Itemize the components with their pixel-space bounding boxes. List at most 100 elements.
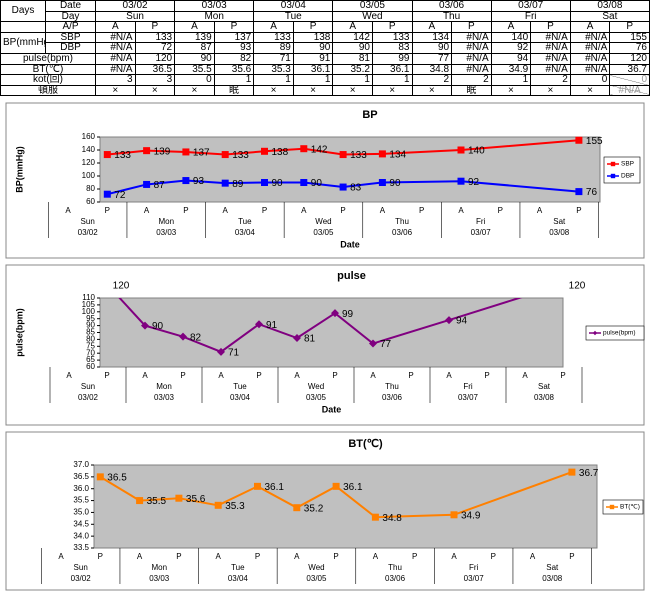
marker [221, 179, 229, 187]
table-cell: 77 [411, 52, 453, 65]
data-label: 140 [468, 146, 485, 157]
marker [255, 320, 263, 329]
data-label: 137 [193, 148, 210, 159]
day-label: Tue [233, 382, 247, 391]
table-cell: 93 [213, 42, 255, 54]
table-row: BT(℃) #N/A 36.5 35.5 35.6 35.3 36.1 35.2 36.1 34.… [0, 63, 650, 76]
data-label: 35.6 [186, 494, 206, 505]
y-tick-label: 120 [82, 158, 96, 167]
table-row: DBP #N/A 72 87 93 89 90 90 83 90 #N/A 92 #N/A #N/A 76 [1, 42, 650, 54]
date-label: 03/04 [230, 393, 251, 402]
x-tick-label: P [98, 552, 103, 561]
y-tick-label: 36.5 [73, 472, 89, 481]
data-table: Days Date 03/02 03/03 03/04 03/05 03/06 03/07 03… [0, 0, 650, 97]
y-tick-label: 140 [82, 145, 96, 154]
table-cell: 90 [332, 42, 373, 54]
marker [293, 334, 301, 343]
table-cell: 94 [490, 52, 532, 65]
table-cell: 1 [371, 74, 413, 86]
data-label: 133 [114, 150, 131, 161]
table-cell: 83 [371, 42, 413, 54]
table-cell: × [253, 84, 294, 97]
table-cell: × [292, 84, 334, 97]
table-cell: 03/08 [569, 0, 650, 12]
marker [378, 179, 386, 186]
table-cell: #N/A [451, 52, 492, 65]
x-tick-label: P [104, 371, 109, 380]
legend-box [602, 499, 644, 515]
marker [182, 177, 190, 185]
x-tick-label: A [294, 371, 300, 380]
table-cell: Days [0, 0, 46, 23]
marker [261, 147, 268, 155]
table-cell: A/P [45, 21, 96, 33]
date-label: 03/03 [149, 574, 170, 583]
table-cell: P [530, 21, 571, 33]
table-cell: 03/03 [174, 0, 255, 12]
table-cell: Wed [332, 10, 413, 23]
table-cell: #N/A [95, 52, 136, 65]
table-cell: × [569, 84, 611, 97]
y-tick-label: 37.0 [73, 460, 89, 469]
marker [261, 179, 268, 186]
table-cell: × [490, 84, 532, 97]
table-cell: pulse(bpm) [0, 52, 96, 65]
day-label: Sun [81, 382, 95, 391]
table-cell: Mon [174, 10, 255, 23]
table-cell: P [292, 21, 334, 33]
y-axis-title: BP(mmHg) [14, 146, 24, 193]
table-cell: 35.5 [174, 63, 215, 76]
y-tick-label: 60 [86, 362, 95, 371]
table-cell: 99 [371, 52, 413, 65]
x-tick-label: A [137, 552, 143, 561]
data-label: 133 [232, 150, 249, 161]
table-cell: × [134, 84, 176, 97]
y-tick-label: 160 [82, 132, 96, 141]
y-tick-label: 100 [82, 171, 96, 180]
date-label: 03/03 [154, 393, 175, 402]
data-label: 120 [569, 281, 586, 292]
table-cell: 81 [332, 52, 373, 65]
table-row: 頓服 × × × 眠 × × × × × 眠 × × × #N/A [0, 84, 650, 97]
data-label: 90 [389, 178, 401, 189]
day-label: Thu [385, 382, 399, 391]
table-cell: 2 [451, 74, 492, 86]
day-label: Sat [538, 382, 551, 391]
table-cell: SBP [45, 31, 96, 44]
x-axis-title: Date [322, 404, 342, 414]
table-cell: 03/04 [253, 0, 334, 12]
table-cell: × [174, 84, 215, 97]
x-tick-label: A [294, 552, 300, 561]
date-label: 03/05 [306, 393, 327, 402]
day-label: Thu [388, 563, 402, 572]
table-cell: 82 [213, 52, 255, 65]
series-line [118, 298, 523, 353]
marker [103, 190, 111, 198]
x-tick-label: P [491, 552, 496, 561]
legend-label: pulse(bpm) [603, 330, 636, 337]
data-label: 133 [350, 150, 367, 161]
table-cell: A [253, 21, 294, 33]
data-label: 142 [311, 144, 328, 155]
table-cell: 133 [134, 31, 176, 44]
x-tick-label: P [576, 206, 581, 215]
table-cell: #N/A [530, 52, 571, 65]
table-cell: 87 [174, 42, 215, 54]
table-cell: 03/06 [411, 0, 492, 12]
table-cell: BT(℃) [0, 63, 96, 76]
day-label: Sat [553, 217, 566, 226]
table-cell: 頓服 [0, 84, 96, 97]
data-label: 139 [154, 146, 171, 157]
x-tick-label: P [498, 206, 503, 215]
y-tick-label: 65 [86, 355, 95, 364]
x-tick-label: P [408, 371, 413, 380]
table-cell: 35.2 [332, 63, 373, 76]
data-label: 34.8 [382, 513, 402, 524]
day-label: Sun [81, 217, 95, 226]
table-cell: #N/A [95, 42, 136, 54]
date-label: 03/08 [534, 393, 555, 402]
table-row: BP(mmHg)SBP#N/A133139137133138142133134#… [0, 31, 650, 54]
x-tick-label: P [412, 552, 417, 561]
table-row: Day Sun Mon Tue Wed Thu Fri Sat [1, 10, 650, 23]
day-label: Mon [151, 563, 167, 572]
